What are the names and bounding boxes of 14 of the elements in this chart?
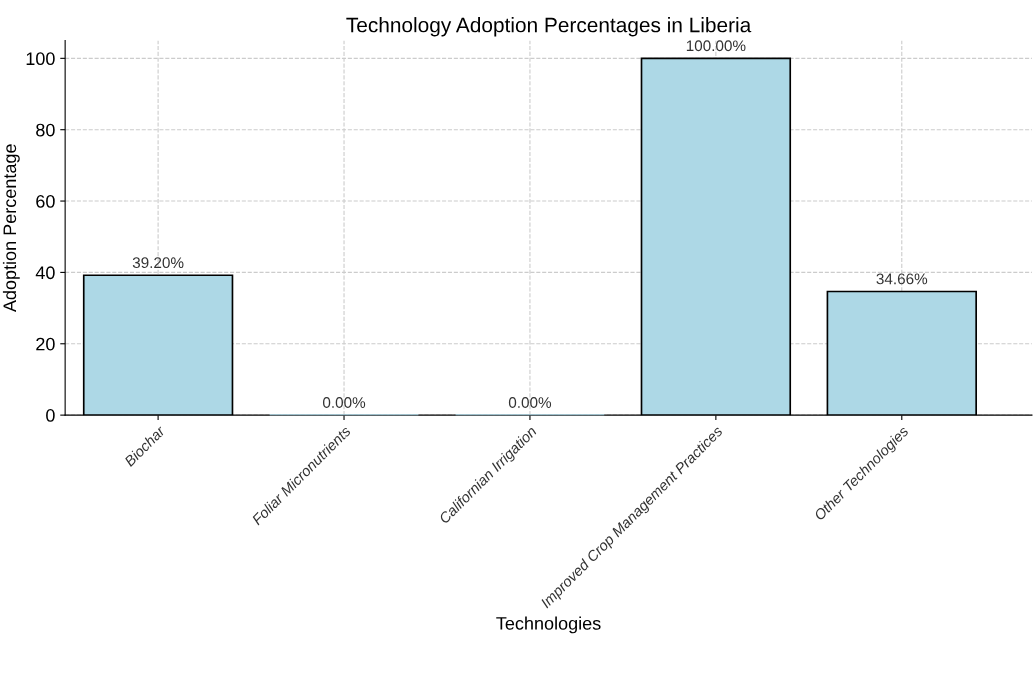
data-label: 39.20% [132, 257, 184, 269]
y-tick-label: 80 [36, 123, 55, 137]
data-label: 0.00% [322, 397, 366, 408]
chart-title: Technology Adoption Percentages in Liberia [346, 17, 752, 37]
y-tick-label: 0 [46, 409, 55, 422]
y-tick-label: 40 [35, 266, 55, 280]
data-label: 0.00% [508, 397, 552, 408]
data-label: 100.00% [686, 40, 746, 52]
y-tick-label: 20 [36, 337, 55, 351]
y-tick-label: 60 [36, 194, 55, 208]
data-label: 34.66% [876, 273, 928, 285]
x-axis-title: Technologies [496, 616, 601, 634]
y-axis-title: Adoption Percentage [2, 144, 20, 313]
y-tick-label: 100 [26, 52, 55, 66]
